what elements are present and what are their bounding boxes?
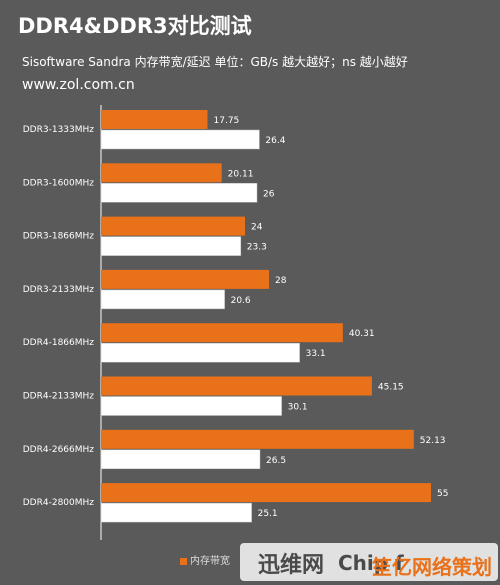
watermark-left: 迅维网 — [258, 553, 325, 578]
bar-white — [100, 289, 225, 310]
watermark-stamp: 笙亿网络策划 — [372, 555, 492, 579]
category-label: DDR4-2666MHz — [23, 445, 95, 455]
category-label: DDR3-2133MHz — [23, 285, 95, 295]
bar-white — [100, 396, 282, 416]
bar-white — [100, 183, 258, 203]
legend-label: 内存带宽 — [190, 556, 230, 567]
category-label: DDR3-1600MHz — [23, 178, 95, 188]
data-label: 55 — [437, 489, 448, 499]
chart-subtitle: Sisoftware Sandra 内存带宽/延迟 单位：GB/s 越大越好；n… — [22, 55, 408, 69]
bar-orange — [101, 429, 414, 449]
bar-orange — [101, 163, 222, 183]
category-label: DDR4-2133MHz — [23, 392, 95, 402]
data-label: 25.1 — [258, 509, 278, 519]
data-label: 20.11 — [228, 169, 254, 179]
watermark: 迅维网 Chip f 笙亿网络策划 — [240, 543, 498, 581]
data-label: 26 — [263, 189, 275, 199]
bar-orange — [101, 110, 208, 129]
data-label: 26.5 — [266, 456, 286, 466]
data-label: 33.1 — [306, 349, 326, 359]
bar-orange — [101, 323, 343, 343]
bar-white — [100, 236, 242, 256]
data-label: 30.1 — [288, 403, 308, 413]
bar-white — [100, 129, 260, 150]
bar-orange — [101, 216, 245, 236]
chart-title: DDR4&DDR3对比测试 — [18, 14, 252, 38]
bar-orange — [101, 376, 372, 396]
data-label: 24 — [251, 223, 263, 233]
bar-orange — [101, 483, 431, 503]
bar-white — [100, 342, 300, 363]
category-label: DDR3-1333MHz — [23, 125, 95, 135]
bar-orange — [101, 269, 269, 289]
bar-white — [100, 502, 252, 523]
legend: 内存带宽 — [180, 552, 230, 567]
source-url: www.zol.com.cn — [22, 77, 135, 93]
bar-white — [100, 449, 261, 470]
data-label: 26.4 — [265, 136, 285, 146]
data-label: 45.15 — [378, 383, 404, 393]
data-label: 40.31 — [349, 329, 375, 339]
data-label: 20.6 — [231, 296, 251, 306]
legend-swatch — [180, 557, 187, 565]
data-label: 17.75 — [214, 116, 240, 126]
category-label: DDR4-2800MHz — [23, 498, 95, 508]
category-label: DDR3-1866MHz — [23, 232, 95, 242]
data-label: 28 — [275, 276, 287, 286]
data-label: 23.3 — [247, 243, 267, 253]
category-label: DDR4-1866MHz — [23, 338, 95, 348]
watermark-right: Chip f — [338, 551, 404, 575]
data-label: 52.13 — [420, 436, 446, 446]
